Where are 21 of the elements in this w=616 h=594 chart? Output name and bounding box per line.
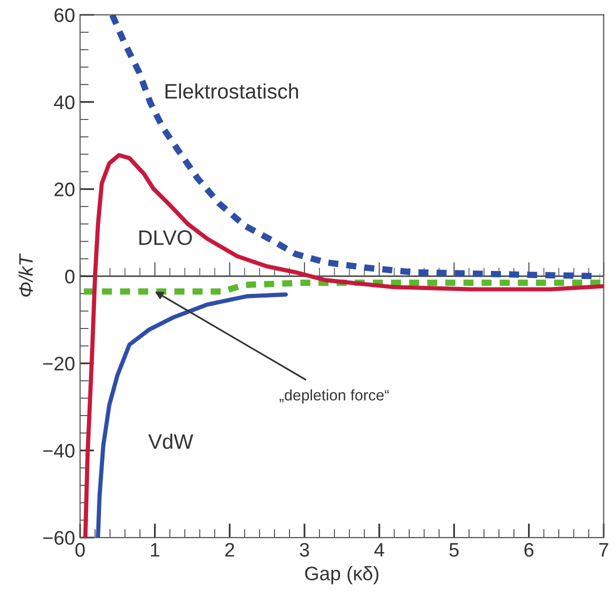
y-axis-title: Φ/kT — [18, 253, 33, 297]
x-tick-label: 7 — [599, 543, 608, 557]
x-tick-label: 5 — [449, 543, 459, 557]
y-tick-label: 60 — [54, 8, 74, 22]
series-label: Elektrostatisch — [166, 83, 298, 99]
annotation: „depletion force“ — [280, 389, 389, 404]
x-tick-label: 6 — [524, 542, 534, 557]
x-tick-label: 4 — [374, 543, 384, 557]
x-axis-title: Gap (κδ) — [305, 566, 378, 584]
y-tick-label: −20 — [43, 356, 74, 371]
x-tick-label: 0 — [75, 542, 85, 557]
series-label: DLVO — [139, 230, 192, 246]
x-tick-label: 3 — [300, 542, 310, 557]
y-tick-label: −60 — [43, 531, 74, 545]
x-tick-label: 2 — [225, 542, 234, 557]
y-tick-label: 20 — [54, 182, 74, 196]
y-tick-label: 40 — [54, 95, 74, 110]
y-tick-label: 0 — [65, 270, 74, 284]
x-tick-label: 1 — [150, 543, 160, 557]
text: VdW — [148, 434, 194, 449]
y-tick-label: −40 — [43, 444, 74, 458]
